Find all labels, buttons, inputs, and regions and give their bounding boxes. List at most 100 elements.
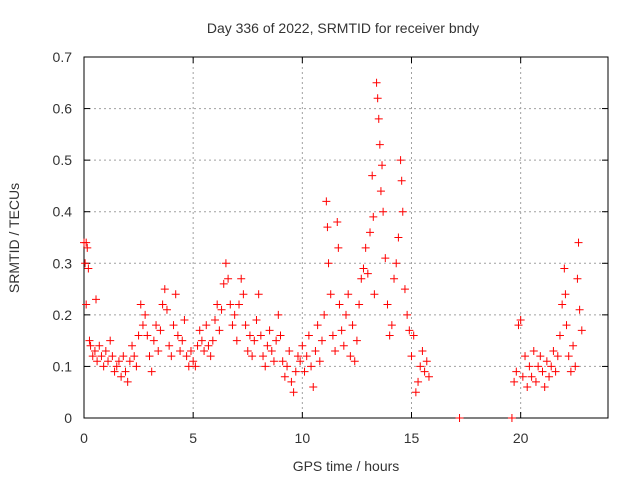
data-point (561, 290, 570, 299)
data-point (110, 367, 119, 376)
data-point (269, 357, 278, 366)
data-point (197, 336, 206, 345)
data-point (158, 300, 167, 309)
data-point (385, 331, 394, 340)
y-tick-label: 0.5 (53, 152, 73, 168)
data-point (138, 321, 147, 330)
data-point (381, 254, 390, 263)
data-point (407, 352, 416, 361)
data-point (219, 279, 228, 288)
data-point (191, 362, 200, 371)
data-point (141, 310, 150, 319)
data-point (507, 414, 516, 422)
data-point (167, 352, 176, 361)
data-point (512, 367, 521, 376)
data-point (165, 341, 174, 350)
data-point (324, 259, 333, 268)
data-point (276, 331, 285, 340)
data-point (132, 362, 141, 371)
plot-frame (83, 56, 609, 419)
data-point (211, 316, 219, 325)
data-point (455, 414, 464, 422)
data-point (551, 367, 560, 376)
data-point (154, 346, 163, 355)
data-point (326, 290, 335, 299)
data-point (403, 310, 412, 319)
data-point (392, 259, 401, 268)
data-point (368, 171, 377, 180)
data-point (366, 228, 375, 237)
data-point (373, 94, 382, 103)
tick-labels: 0 0.1 0.2 0.3 0.4 0.5 0.6 0.7 0 5 10 15 20 (53, 49, 529, 446)
data-point (108, 352, 117, 361)
data-point (182, 352, 191, 361)
data-point (577, 326, 586, 335)
data-point (202, 321, 211, 330)
data-point (152, 321, 161, 330)
y-tick-label: 0.3 (53, 255, 73, 271)
data-point (232, 336, 241, 345)
data-point (86, 341, 95, 350)
data-point (90, 346, 99, 355)
data-point (272, 336, 281, 345)
data-point (176, 346, 185, 355)
data-point (171, 290, 180, 299)
data-point (523, 383, 532, 392)
data-point (574, 238, 583, 247)
data-point (383, 300, 392, 309)
data-point (331, 346, 340, 355)
data-point (125, 357, 134, 366)
y-axis-label: SRMTID / TECUs (6, 183, 22, 293)
data-point (101, 346, 110, 355)
data-point (193, 341, 202, 350)
data-point (521, 352, 530, 361)
data-point (224, 274, 233, 283)
data-point (208, 336, 217, 345)
data-point (525, 362, 534, 371)
data-point (221, 259, 230, 268)
data-point (215, 326, 224, 335)
y-tick-label: 0.6 (53, 101, 73, 117)
data-point (145, 352, 154, 361)
data-point (516, 316, 525, 325)
data-point (298, 341, 307, 350)
x-tick-label: 5 (189, 430, 197, 446)
data-point (542, 357, 551, 366)
data-point (411, 388, 420, 397)
data-point (239, 290, 248, 299)
data-point (335, 300, 344, 309)
data-point (160, 285, 169, 294)
data-point (121, 367, 130, 376)
data-point (352, 336, 361, 345)
data-point (180, 316, 189, 325)
data-point (267, 346, 276, 355)
data-point (363, 269, 372, 278)
data-point (256, 331, 265, 340)
data-point (97, 352, 106, 361)
data-point (350, 357, 359, 366)
data-point (178, 336, 187, 345)
data-point (397, 176, 406, 185)
x-tick-label: 20 (513, 430, 529, 446)
data-point (245, 331, 254, 340)
data-point (376, 187, 385, 196)
data-point (283, 362, 292, 371)
data-point (320, 310, 329, 319)
data-point (346, 352, 355, 361)
data-point (313, 321, 322, 330)
data-point (555, 331, 564, 340)
data-point (322, 197, 331, 206)
data-point (420, 367, 429, 376)
data-point (418, 346, 427, 355)
data-point (424, 372, 433, 381)
data-point (564, 352, 573, 361)
axis-ticks (83, 56, 608, 419)
data-point (84, 264, 93, 273)
data-point (254, 290, 263, 299)
data-point (204, 341, 213, 350)
data-point (394, 233, 403, 242)
data-point (130, 352, 139, 361)
data-point (309, 383, 318, 392)
data-point (334, 243, 343, 252)
